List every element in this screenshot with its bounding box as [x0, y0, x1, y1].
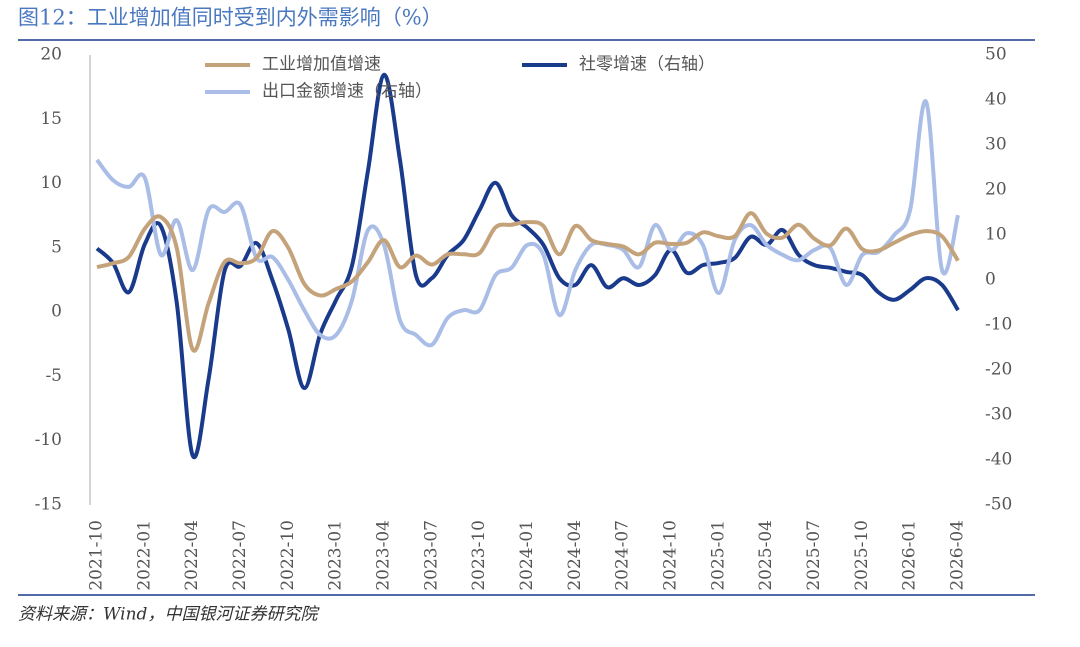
- x-tick-label: 2024-07: [613, 520, 633, 591]
- series-line: [95, 72, 960, 460]
- chart-title: 图12：工业增加值同时受到内外需影响（%）: [18, 6, 443, 30]
- series-line: [95, 99, 960, 348]
- x-tick-label: 2024-10: [661, 520, 681, 591]
- y-tick-label: 5: [51, 237, 62, 257]
- series-line: [96, 211, 960, 353]
- x-tick-label: 2026-04: [948, 520, 968, 591]
- x-tick-label: 2025-04: [756, 520, 776, 591]
- y-tick-label: -5: [45, 366, 62, 386]
- y-tick-label: 10: [40, 173, 62, 193]
- y2-tick-label: -50: [985, 495, 1012, 515]
- legend-label: 工业增加值增速: [262, 55, 381, 75]
- y2-tick-label: 50: [985, 45, 1007, 65]
- y2-tick-label: -10: [985, 315, 1012, 335]
- y-tick-label: 20: [40, 45, 62, 65]
- y-tick-label: 0: [51, 302, 62, 322]
- legend-label: 社零增速（右轴）: [579, 55, 715, 75]
- x-tick-label: 2023-01: [326, 520, 346, 591]
- source: 资料来源：Wind，中国银河证券研究院: [18, 605, 320, 625]
- x-tick-label: 2025-07: [804, 520, 824, 591]
- x-tick-label: 2023-04: [374, 520, 394, 591]
- x-tick-label: 2022-01: [134, 520, 154, 591]
- y2-tick-label: -40: [985, 450, 1012, 470]
- x-tick-label: 2023-10: [469, 520, 489, 591]
- y2-tick-label: -20: [985, 360, 1012, 380]
- x-tick-label: 2021-10: [87, 520, 107, 591]
- y2-tick-label: 20: [985, 180, 1007, 200]
- y2-tick-label: -30: [985, 405, 1012, 425]
- y-tick-label: -15: [35, 495, 62, 515]
- y-tick-label: 15: [40, 109, 62, 129]
- x-tick-label: 2025-10: [852, 520, 872, 591]
- y2-tick-label: 40: [985, 90, 1007, 110]
- x-tick-label: 2022-07: [230, 520, 250, 591]
- x-tick-label: 2024-04: [565, 520, 585, 591]
- y-tick-label: -10: [35, 430, 62, 450]
- x-tick-label: 2022-04: [182, 520, 202, 591]
- x-tick-label: 2022-10: [278, 520, 298, 591]
- y2-tick-label: 0: [985, 270, 996, 290]
- x-tick-label: 2023-07: [421, 520, 441, 591]
- x-tick-label: 2024-01: [517, 520, 537, 591]
- x-tick-label: 2025-01: [708, 520, 728, 591]
- y2-tick-label: 10: [985, 225, 1007, 245]
- legend-label: 出口金额增速（右轴）: [262, 82, 432, 102]
- x-tick-label: 2026-01: [900, 520, 920, 591]
- y2-tick-label: 30: [985, 135, 1007, 155]
